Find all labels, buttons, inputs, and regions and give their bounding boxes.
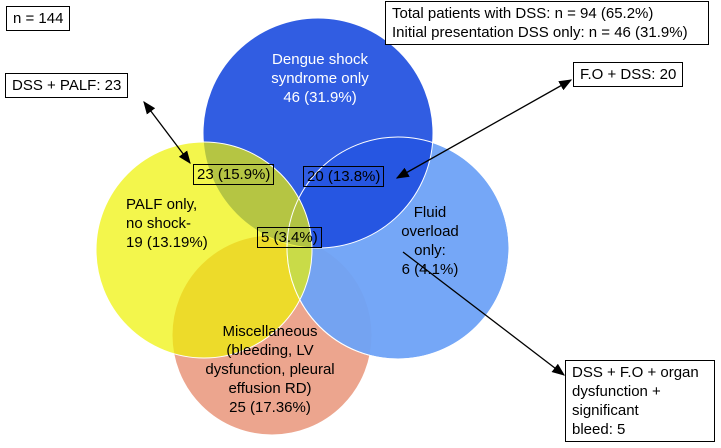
- label-palf-only: PALF only, no shock- 19 (13.19%): [126, 196, 208, 251]
- label-misc: Miscellaneous (bleeding, LV dysfunction, p…: [205, 323, 335, 416]
- label-fluid-overload-only: Fluid overload only: 6 (4.1%): [401, 204, 459, 278]
- arrow-all: [402, 251, 566, 376]
- initial-dss-text: Initial presentation DSS only: n = 46 (3…: [392, 24, 688, 41]
- label-dss-palf: 23 (15.9%): [193, 164, 275, 185]
- callout-all: DSS + F.O + organ dysfunction + significan…: [565, 360, 715, 442]
- callout-fo-dss: F.O + DSS: 20: [573, 62, 684, 87]
- label-fo-dss: 20 (13.8%): [303, 166, 385, 187]
- arrow-fo-dss: [395, 79, 573, 179]
- label-dss-only: Dengue shock syndrome only 46 (31.9%): [271, 51, 369, 106]
- total-dss-text: Total patients with DSS: n = 94 (65.2%): [392, 5, 654, 22]
- callout-dss-palf: DSS + PALF: 23: [5, 73, 129, 98]
- label-center: 5 (3.4%): [257, 227, 322, 248]
- n-total-box: n = 144: [6, 6, 71, 31]
- arrow-dss-palf: [143, 100, 191, 165]
- totals-box: Total patients with DSS: n = 94 (65.2%) …: [385, 1, 709, 45]
- circle-palf: [95, 141, 313, 359]
